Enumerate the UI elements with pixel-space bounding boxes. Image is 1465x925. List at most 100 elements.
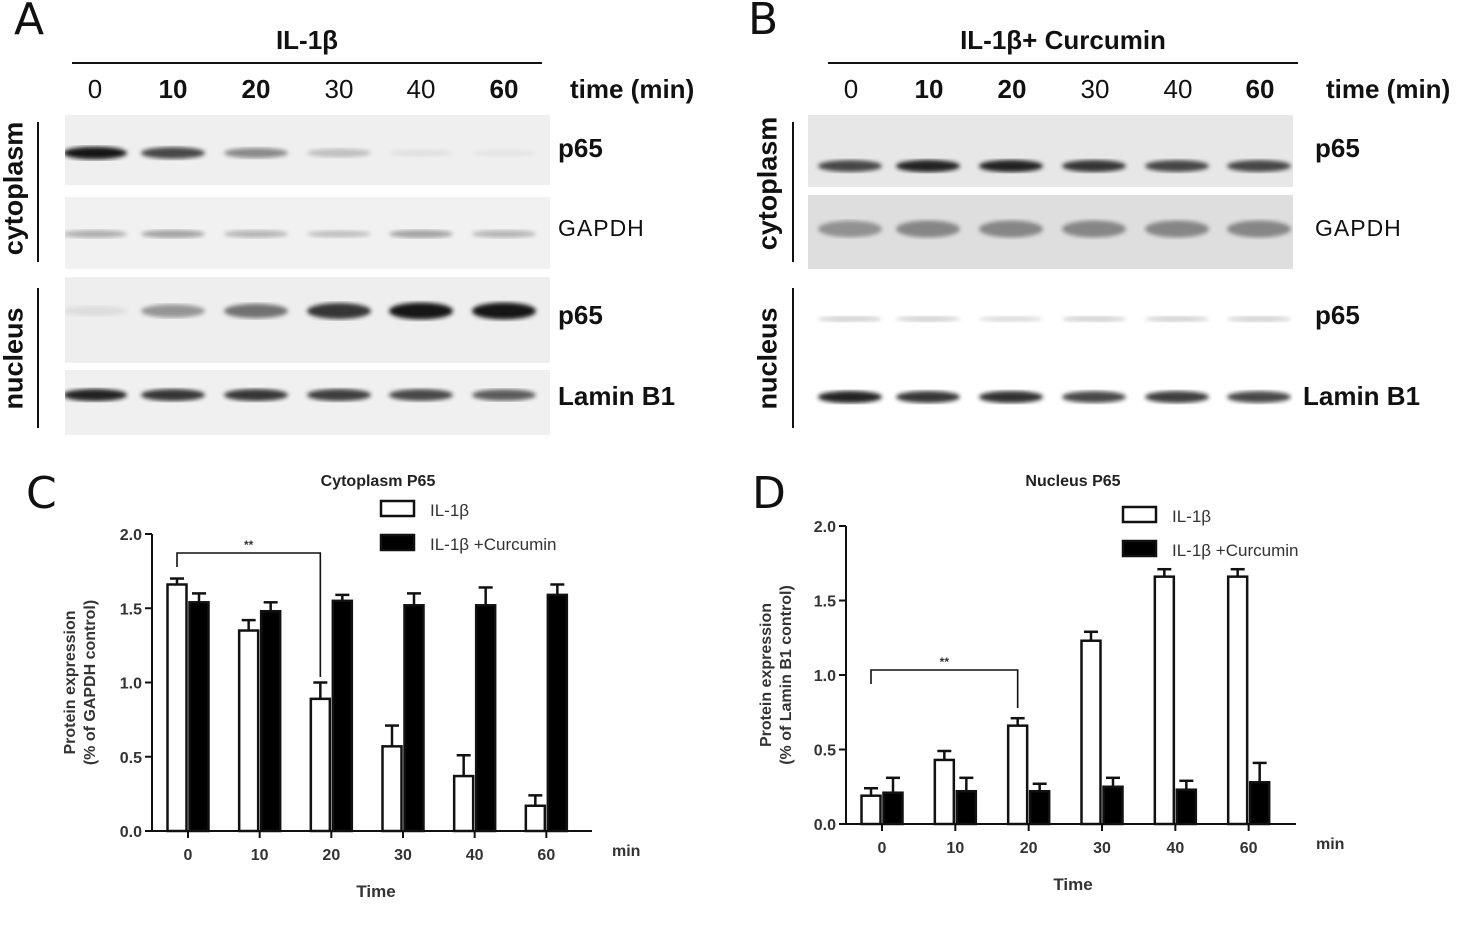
bar-curcumin — [1175, 788, 1198, 826]
panel-b-band-label-gapdh: GAPDH — [1315, 215, 1402, 241]
bar-il1b — [1080, 639, 1102, 826]
x-tick-label: 0 — [184, 847, 193, 864]
panel-b-band-label-p65-nuclear: p65 — [1315, 300, 1360, 330]
legend-label: IL-1β — [1172, 507, 1211, 526]
panel-a-cytoplasm-line — [37, 122, 39, 262]
bar-il1b — [237, 629, 260, 833]
y-axis-label: Protein expression — [758, 603, 775, 747]
bar-curcumin — [1102, 785, 1124, 826]
panel-a-nucleus-line — [37, 288, 39, 428]
x-tick-label: 40 — [466, 847, 484, 864]
bar-curcumin — [403, 604, 425, 833]
blot-band — [63, 388, 127, 402]
bar-il1b — [166, 583, 188, 833]
y-tick-label: 1.5 — [814, 594, 836, 611]
blot-band — [1062, 220, 1126, 238]
significance-bracket — [870, 669, 1019, 708]
bar-il1b — [1006, 724, 1029, 826]
chart-title: Nucleus P65 — [1025, 473, 1120, 490]
panel-a-treatment: IL-1β — [275, 25, 339, 55]
panel-a-band-label-lamin: Lamin B1 — [558, 381, 676, 411]
significance-label: ** — [244, 538, 254, 552]
x-tick-label: 10 — [251, 847, 269, 864]
y-tick-label: 0.5 — [814, 743, 836, 760]
blot-band — [896, 220, 960, 238]
blot-band — [389, 149, 453, 157]
bar-curcumin — [188, 601, 210, 833]
blot-band — [63, 230, 127, 238]
significance-label: ** — [940, 655, 950, 669]
panel-b-time-label: 20 — [997, 74, 1027, 104]
blot-band — [224, 389, 288, 401]
blot-strip-lamin — [808, 365, 1293, 425]
x-tick-label: 30 — [1093, 840, 1111, 857]
blot-band — [307, 148, 371, 158]
y-tick-label: 2.0 — [814, 519, 836, 536]
bar-curcumin — [955, 789, 978, 826]
legend-swatch-il1b — [1121, 505, 1158, 524]
y-axis-label: (% of Lamin B1 control) — [778, 585, 795, 765]
panel-a-time-unit: time (min) — [570, 74, 695, 104]
panel-b-treatment: IL-1β+ Curcumin — [960, 25, 1166, 55]
bar-curcumin — [1248, 781, 1271, 826]
bar-il1b — [860, 794, 882, 826]
panel-a-letter: A — [14, 0, 45, 45]
blot-svg — [808, 115, 1293, 425]
blot-strip-gapdh — [808, 195, 1293, 269]
blot-band — [224, 230, 288, 238]
panel-a-time-label: 0 — [87, 74, 103, 104]
x-unit-label: min — [612, 843, 640, 860]
panel-b-time-label: 30 — [1080, 74, 1110, 104]
x-tick-label: 20 — [1020, 840, 1038, 857]
bar-il1b — [452, 774, 475, 833]
panel-a-time-label: 10 — [158, 74, 188, 104]
blot-band — [307, 389, 371, 401]
blot-band — [1145, 220, 1209, 238]
x-unit-label: min — [1316, 836, 1344, 853]
blot-band — [141, 389, 205, 401]
blot-band — [141, 230, 205, 238]
blot-band — [896, 391, 960, 403]
y-tick-label: 0.0 — [814, 817, 836, 834]
panel-b-time-label: 60 — [1245, 74, 1275, 104]
panel-a-treatment-line — [72, 62, 542, 64]
panel-b-cytoplasm-line — [792, 122, 794, 262]
panel-b-band-label-p65: p65 — [1315, 133, 1360, 163]
blot-band — [224, 147, 288, 159]
y-tick-label: 0.5 — [120, 750, 142, 767]
blot-band — [1145, 391, 1209, 403]
x-tick-label: 0 — [878, 840, 887, 857]
x-tick-label: 40 — [1166, 840, 1184, 857]
blot-strip-lamin — [65, 370, 550, 435]
blot-band — [472, 230, 536, 238]
chart-nucleus-p65: Nucleus P65 0.0 0.5 1.0 1.5 2.0 Protein expres… — [758, 473, 1344, 894]
bar-il1b — [933, 758, 956, 826]
bar-il1b — [524, 804, 547, 833]
blot-band — [1227, 220, 1291, 238]
panel-b-blots — [808, 115, 1293, 425]
y-tick-label: 2.0 — [120, 527, 142, 544]
bar-curcumin — [546, 593, 569, 833]
blot-band — [63, 306, 127, 316]
blot-svg — [63, 115, 550, 435]
x-tick-label: 30 — [394, 847, 412, 864]
panel-b-time-unit: time (min) — [1326, 74, 1451, 104]
blot-band — [63, 146, 127, 160]
legend-label: IL-1β +Curcumin — [430, 535, 556, 554]
blot-band — [896, 316, 960, 322]
panel-c-letter: C — [26, 468, 57, 519]
bar-il1b — [381, 745, 403, 833]
x-tick-label: 20 — [322, 847, 340, 864]
bar-curcumin — [882, 791, 904, 826]
blot-band — [896, 159, 960, 173]
blot-band — [307, 230, 371, 238]
blot-band — [818, 160, 882, 172]
blot-band — [818, 316, 882, 322]
y-tick-label: 0.0 — [120, 824, 142, 841]
legend-label: IL-1β — [430, 501, 469, 520]
x-tick-label: 60 — [537, 847, 555, 864]
blot-band — [1062, 160, 1126, 172]
chart-title: Cytoplasm P65 — [321, 473, 436, 490]
y-tick-label: 1.0 — [814, 668, 836, 685]
blot-band — [389, 302, 453, 320]
